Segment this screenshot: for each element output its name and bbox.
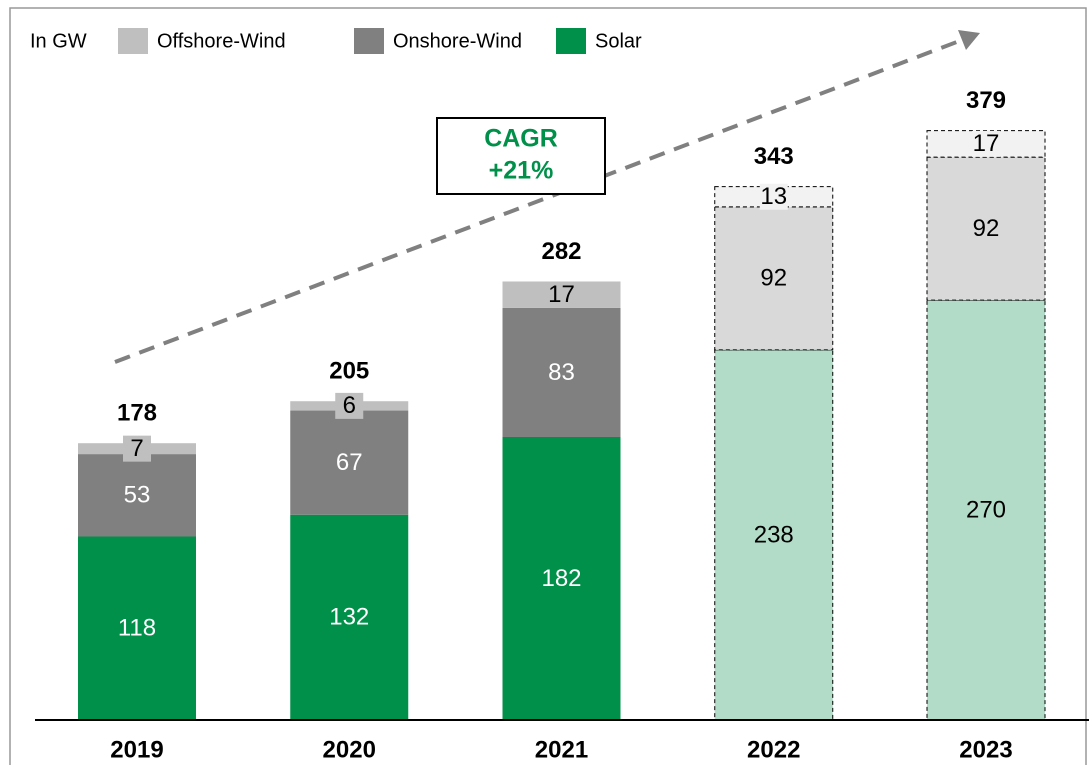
legend-swatch xyxy=(556,28,586,54)
value-label: 67 xyxy=(336,449,363,476)
bar-segment xyxy=(714,349,834,721)
total-label: 178 xyxy=(117,400,157,427)
value-label: 238 xyxy=(754,521,794,548)
label-bg xyxy=(972,130,1000,157)
annotation-line: +21% xyxy=(489,157,554,185)
label-bg xyxy=(123,435,151,462)
unit-label: In GW xyxy=(30,30,87,52)
value-label: 92 xyxy=(760,265,787,292)
bar-segment xyxy=(926,156,1046,301)
bar-segment xyxy=(290,514,409,720)
frame xyxy=(9,7,1087,765)
bar-segment xyxy=(78,454,196,537)
legend-label: Solar xyxy=(595,30,642,52)
trend-arrow xyxy=(114,38,963,364)
legend-swatch xyxy=(354,28,384,54)
value-label: 7 xyxy=(130,435,143,462)
bar-segment xyxy=(502,307,621,437)
total-label: 282 xyxy=(541,238,581,265)
value-label: 6 xyxy=(343,392,356,419)
bar-segment xyxy=(926,299,1046,721)
x-tick-label: 2019 xyxy=(110,736,163,763)
total-label: 343 xyxy=(754,143,794,170)
annotation-box xyxy=(436,117,606,195)
value-label: 118 xyxy=(118,615,156,642)
value-label: 17 xyxy=(973,130,1000,157)
bar-segment xyxy=(714,206,834,351)
value-label: 17 xyxy=(548,281,575,308)
legend-label: Onshore-Wind xyxy=(393,30,522,52)
value-label: 182 xyxy=(541,565,581,592)
bar-segment xyxy=(290,410,409,515)
legend-swatch xyxy=(118,28,148,54)
legend-label: Offshore-Wind xyxy=(157,30,286,52)
total-label: 205 xyxy=(329,358,369,385)
total-label: 379 xyxy=(966,87,1006,114)
bar-segment xyxy=(78,536,196,720)
value-label: 13 xyxy=(760,183,787,210)
arrow-head xyxy=(958,30,980,50)
value-label: 53 xyxy=(124,482,151,509)
label-bg xyxy=(547,281,576,308)
label-bg xyxy=(759,183,788,210)
x-tick-label: 2020 xyxy=(323,736,376,763)
x-tick-label: 2022 xyxy=(747,736,800,763)
value-label: 83 xyxy=(548,359,575,386)
value-label: 132 xyxy=(329,604,369,631)
label-bg xyxy=(335,392,364,419)
value-label: 92 xyxy=(973,215,1000,242)
x-tick-label: 2023 xyxy=(959,736,1012,763)
value-label: 270 xyxy=(966,496,1006,523)
bar-segment xyxy=(502,436,621,720)
x-tick-label: 2021 xyxy=(535,736,588,763)
annotation-line: CAGR xyxy=(484,125,558,153)
